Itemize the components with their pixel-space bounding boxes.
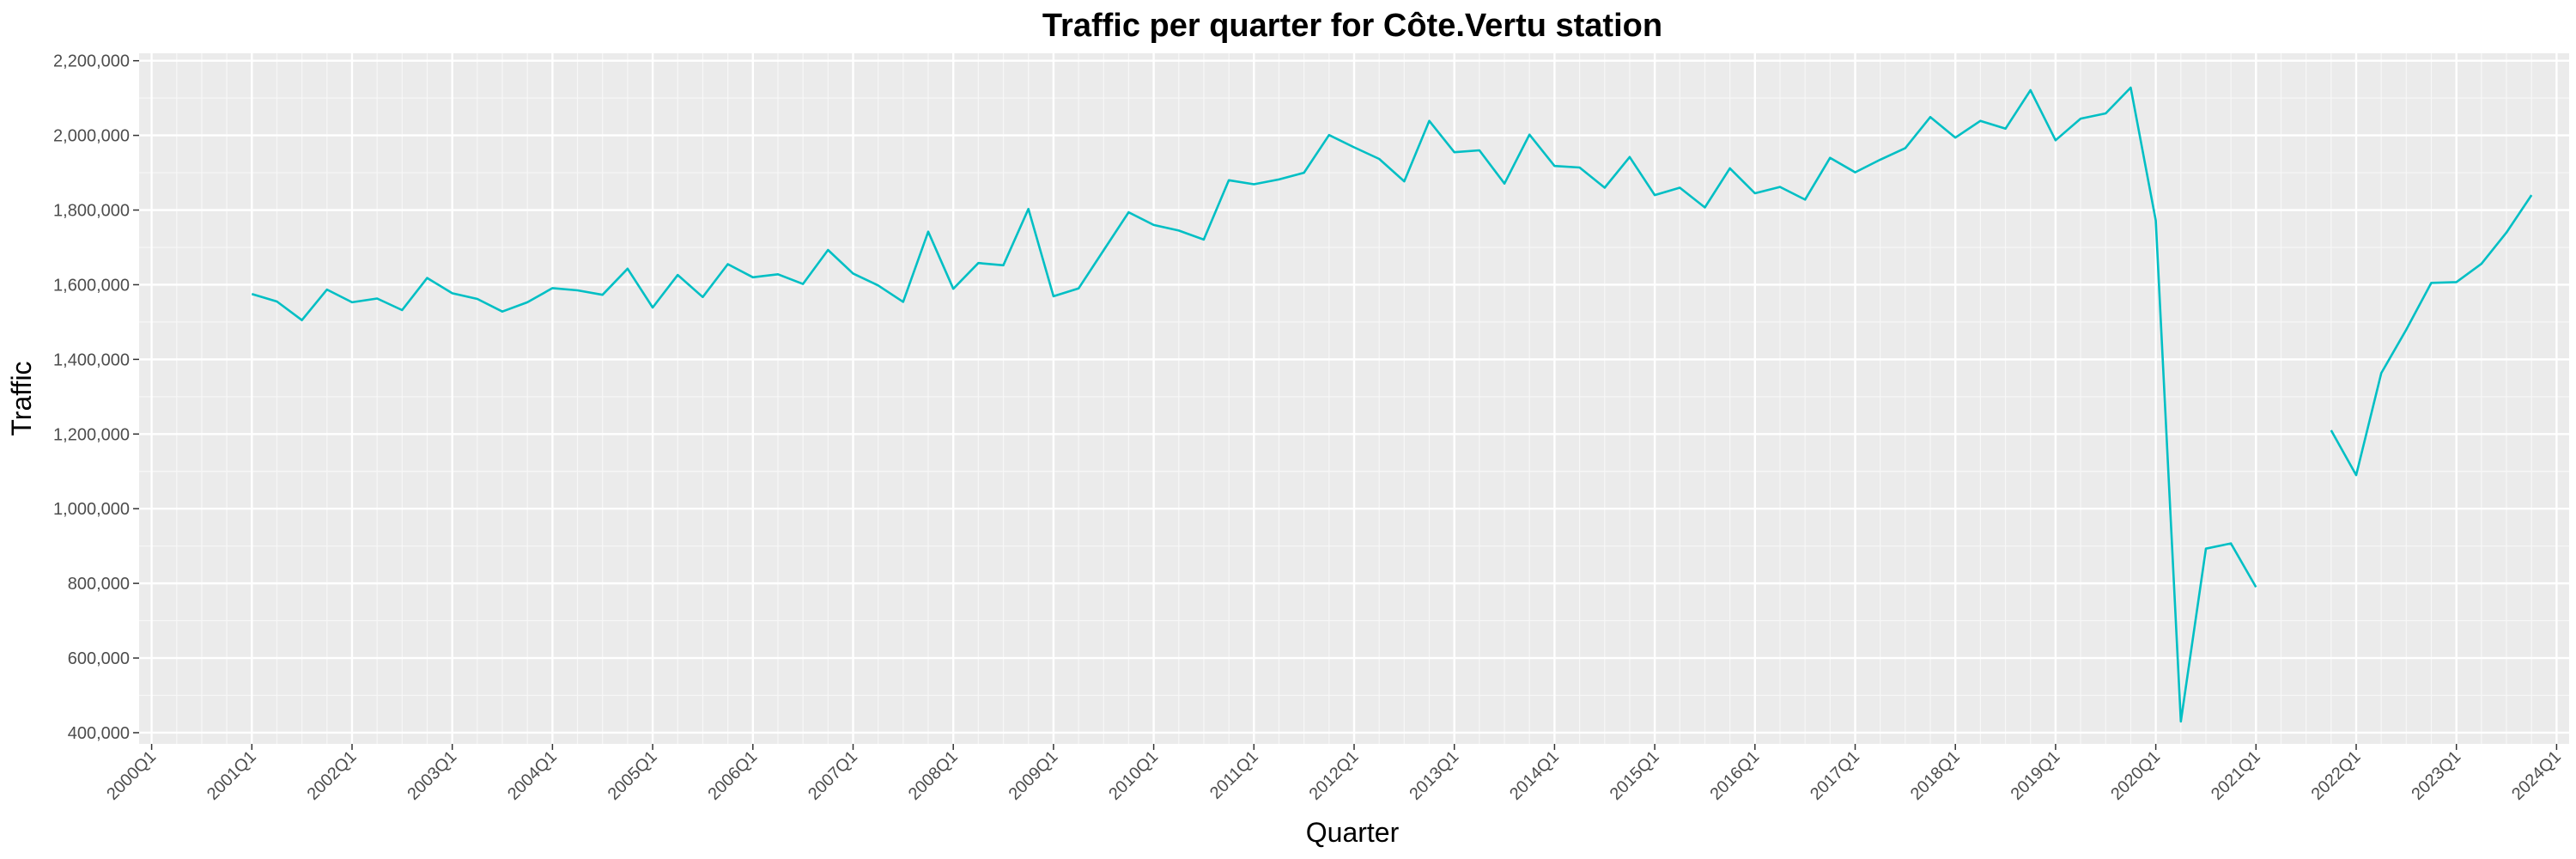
x-tick-label: 2000Q1 (103, 747, 160, 804)
x-tick-label: 2008Q1 (905, 747, 962, 804)
x-tick-label: 2014Q1 (1506, 747, 1563, 804)
y-tick-label: 600,000 (68, 649, 130, 668)
major-grid (139, 53, 2569, 744)
series-line-1 (251, 86, 2257, 723)
chart-title: Traffic per quarter for Côte.Vertu stati… (1042, 8, 1662, 44)
x-tick-label: 2004Q1 (504, 747, 561, 804)
x-tick-label: 2020Q1 (2107, 747, 2164, 804)
y-axis: 400,000 600,000 800,000 1,000,000 1,200,000 1… (53, 52, 139, 743)
x-tick-label: 2006Q1 (704, 747, 761, 804)
x-tick-label: 2005Q1 (605, 747, 661, 804)
y-tick-label: 1,800,000 (53, 202, 130, 221)
x-tick-label: 2015Q1 (1607, 747, 1663, 804)
x-axis: 2000Q1 2001Q1 2002Q1 2003Q1 2004Q1 2005Q1 2006… (103, 744, 2565, 804)
x-tick-label: 2022Q1 (2308, 747, 2365, 804)
x-tick-label: 2001Q1 (204, 747, 260, 804)
x-tick-label: 2023Q1 (2408, 747, 2464, 804)
x-tick-label: 2013Q1 (1406, 747, 1462, 804)
minor-grid (139, 53, 2569, 744)
y-tick-label: 2,000,000 (53, 127, 130, 146)
x-axis-title: Quarter (1306, 817, 1400, 848)
x-tick-label: 2002Q1 (304, 747, 361, 804)
x-tick-label: 2011Q1 (1206, 747, 1262, 803)
y-tick-label: 1,400,000 (53, 350, 130, 369)
x-tick-label: 2003Q1 (404, 747, 460, 804)
x-tick-label: 2018Q1 (1907, 747, 1964, 804)
x-tick-label: 2017Q1 (1807, 747, 1863, 804)
series-layer (251, 86, 2533, 723)
y-tick-label: 2,200,000 (53, 52, 130, 71)
x-tick-label: 2007Q1 (805, 747, 861, 804)
y-tick-label: 1,000,000 (53, 500, 130, 519)
x-tick-label: 2012Q1 (1306, 747, 1363, 804)
x-tick-label: 2009Q1 (1005, 747, 1062, 804)
y-tick-label: 800,000 (68, 575, 130, 594)
y-tick-label: 1,600,000 (53, 276, 130, 295)
y-tick-label: 1,200,000 (53, 425, 130, 444)
x-tick-label: 2021Q1 (2208, 747, 2264, 804)
series-line-2 (2330, 194, 2533, 477)
x-tick-label: 2010Q1 (1105, 747, 1162, 804)
x-tick-label: 2019Q1 (2008, 747, 2064, 804)
x-tick-label: 2016Q1 (1706, 747, 1763, 804)
y-axis-title: Traffic (6, 361, 37, 436)
y-tick-label: 400,000 (68, 724, 130, 743)
x-tick-label: 2024Q1 (2508, 747, 2565, 804)
